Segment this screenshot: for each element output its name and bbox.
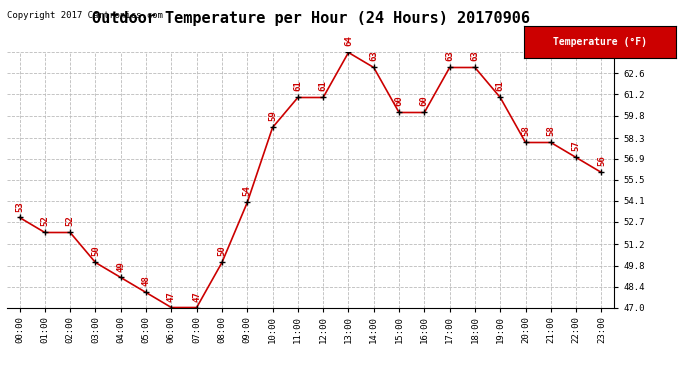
Text: Temperature (°F): Temperature (°F)	[553, 37, 647, 47]
Text: 58: 58	[521, 126, 530, 136]
Text: 54: 54	[243, 186, 252, 196]
Text: 58: 58	[546, 126, 555, 136]
Text: Copyright 2017 Cartronics.com: Copyright 2017 Cartronics.com	[7, 11, 163, 20]
Text: 59: 59	[268, 111, 277, 122]
Text: 47: 47	[167, 291, 176, 302]
Text: 48: 48	[141, 276, 150, 286]
Text: 63: 63	[471, 51, 480, 62]
Text: 61: 61	[319, 81, 328, 92]
Text: 56: 56	[597, 156, 606, 166]
Text: 63: 63	[369, 51, 378, 62]
Text: 49: 49	[116, 261, 126, 272]
Text: 61: 61	[293, 81, 302, 92]
Text: 60: 60	[420, 96, 429, 106]
Text: 53: 53	[15, 201, 24, 211]
Text: 64: 64	[344, 36, 353, 46]
Text: 52: 52	[40, 216, 50, 226]
Text: 60: 60	[395, 96, 404, 106]
Text: 50: 50	[91, 246, 100, 256]
Text: 52: 52	[66, 216, 75, 226]
Text: 50: 50	[217, 246, 226, 256]
Text: 57: 57	[571, 141, 581, 152]
Text: 63: 63	[445, 51, 454, 62]
Text: Outdoor Temperature per Hour (24 Hours) 20170906: Outdoor Temperature per Hour (24 Hours) …	[92, 11, 529, 26]
Text: 47: 47	[192, 291, 201, 302]
Text: 61: 61	[495, 81, 505, 92]
